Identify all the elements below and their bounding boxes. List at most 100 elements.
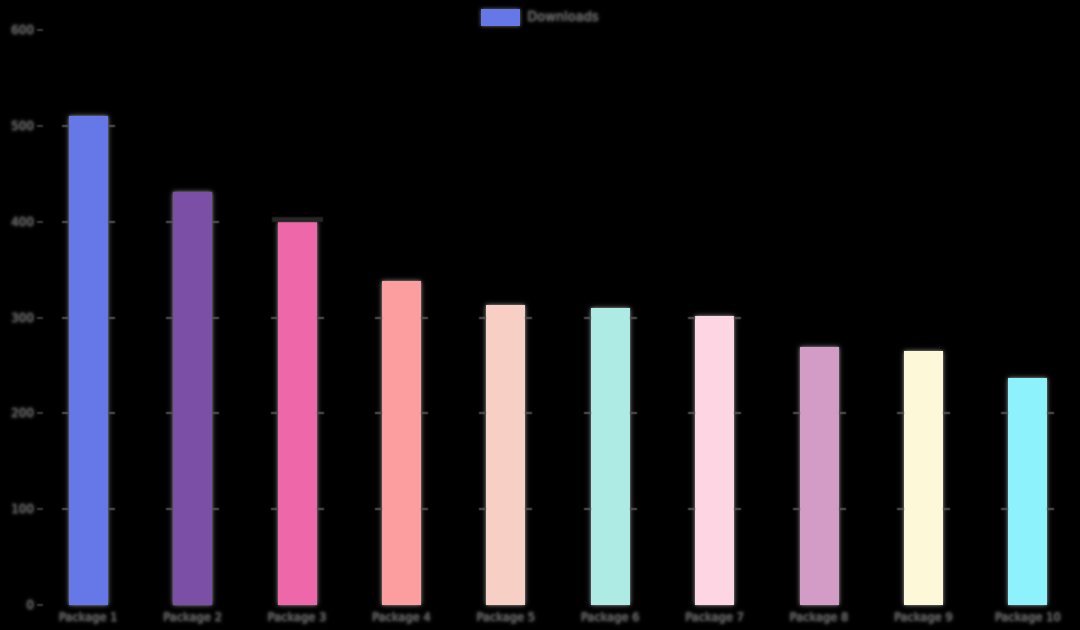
gridline-stub	[420, 412, 428, 415]
x-axis-tick-label: Package 5	[476, 610, 536, 624]
gridline-stub	[420, 508, 428, 511]
gridline-stub	[374, 412, 382, 415]
gridline-stub	[688, 316, 696, 319]
bar-package-4[interactable]	[381, 281, 421, 605]
gridline-stub	[420, 316, 428, 319]
gridline-stub	[270, 412, 278, 415]
x-axis-tick-label: Package 9	[894, 610, 953, 624]
bar-package-2[interactable]	[173, 191, 213, 605]
gridline-stub	[107, 316, 115, 319]
gridline-stub	[688, 412, 696, 415]
chart-legend: Downloads	[0, 7, 1080, 27]
y-axis-tick-mark	[37, 220, 43, 223]
gridline-stub	[107, 220, 115, 223]
gridline-stub	[792, 412, 800, 415]
x-axis-tick-label: Package 10	[994, 610, 1061, 624]
bar-package-3[interactable]	[277, 221, 317, 605]
bar-package-6[interactable]	[590, 307, 630, 605]
gridline-stub	[270, 316, 278, 319]
gridline-stub	[316, 316, 324, 319]
gridline-stub	[61, 412, 69, 415]
bar-package-5[interactable]	[486, 305, 526, 605]
gridline-stub	[166, 412, 174, 415]
x-axis-tick-label: Package 2	[163, 610, 222, 624]
y-axis-tick-mark	[37, 29, 43, 31]
gridline-stub	[316, 412, 324, 415]
y-axis-tick-mark	[37, 508, 43, 511]
gridline-stub	[212, 316, 220, 319]
gridline-stub	[688, 508, 696, 511]
x-axis-tick-label: Package 8	[789, 610, 849, 624]
gridline-stub	[479, 316, 487, 319]
y-axis-tick-label: 100	[11, 502, 34, 517]
gridline-stub	[166, 316, 174, 319]
y-axis-tick-mark	[37, 412, 43, 415]
gridline-stub	[374, 508, 382, 511]
y-axis-tick-label: 200	[11, 406, 34, 421]
gridline-stub	[374, 316, 382, 319]
legend-swatch-icon	[481, 8, 521, 26]
gridline-stub	[61, 124, 69, 127]
bar-package-1[interactable]	[68, 116, 108, 605]
gridline-stub	[525, 316, 533, 319]
gridline-stub	[583, 412, 591, 415]
gridline-stub	[942, 412, 950, 415]
y-axis-tick-mark	[37, 316, 43, 319]
legend-item-downloads[interactable]: Downloads	[481, 8, 599, 26]
gridline-stub	[792, 508, 800, 511]
gridline-stub	[896, 508, 904, 511]
y-axis-tick-label: 600	[11, 23, 34, 37]
y-axis-tick-label: 300	[11, 310, 34, 325]
gridline-stub	[61, 316, 69, 319]
y-axis-tick-label: 400	[11, 214, 34, 229]
gridline-stub	[1047, 412, 1055, 415]
gridline-stub	[212, 220, 220, 223]
bar-package-8[interactable]	[799, 347, 839, 605]
gridline-stub	[479, 508, 487, 511]
gridline-stub	[166, 220, 174, 223]
x-axis-tick-label: Package 6	[580, 610, 640, 624]
gridline-stub	[212, 508, 220, 511]
x-axis-tick-label: Package 7	[685, 610, 744, 624]
gridline-stub	[61, 508, 69, 511]
gridline-stub	[212, 412, 220, 415]
gridline-stub	[107, 412, 115, 415]
legend-label: Downloads	[527, 9, 599, 25]
bar-package-7[interactable]	[695, 315, 735, 605]
gridline-stub	[583, 508, 591, 511]
gridline-stub	[107, 508, 115, 511]
x-axis-tick-label: Package 1	[58, 610, 118, 624]
bar-package-9[interactable]	[903, 351, 943, 605]
gridline-stub	[479, 412, 487, 415]
y-axis-tick-mark	[37, 604, 43, 606]
gridline-stub	[838, 412, 846, 415]
gridline-stub	[629, 508, 637, 511]
bar-package-10[interactable]	[1008, 377, 1048, 605]
gridline-stub	[1001, 508, 1009, 511]
gridline-stub	[61, 220, 69, 223]
gridline-stub	[525, 508, 533, 511]
gridline-cap	[271, 216, 323, 222]
gridline-stub	[583, 316, 591, 319]
gridline-stub	[1047, 508, 1055, 511]
gridline-stub	[629, 316, 637, 319]
gridline-stub	[734, 508, 742, 511]
y-axis-tick-label: 500	[11, 118, 34, 133]
gridline-stub	[734, 412, 742, 415]
gridline-stub	[734, 316, 742, 319]
gridline-stub	[316, 508, 324, 511]
gridline-stub	[942, 508, 950, 511]
gridline-stub	[838, 508, 846, 511]
x-axis-tick-label: Package 4	[372, 610, 431, 624]
gridline-stub	[107, 124, 115, 127]
gridline-stub	[270, 508, 278, 511]
y-axis-tick-mark	[37, 124, 43, 127]
gridline-stub	[525, 412, 533, 415]
gridline-stub	[896, 412, 904, 415]
x-axis-tick-label: Package 3	[267, 610, 327, 624]
gridline-stub	[1001, 412, 1009, 415]
y-axis-tick-label: 0	[26, 598, 34, 612]
gridline-stub	[166, 508, 174, 511]
